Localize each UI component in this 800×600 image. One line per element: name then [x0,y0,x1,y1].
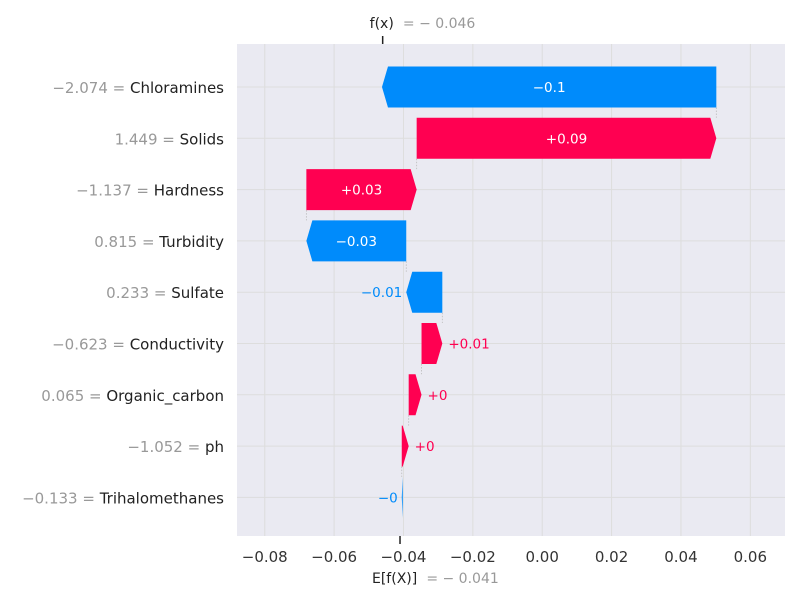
feature-label: −1.052 = ph [127,438,224,456]
feature-labels: −2.074 = Chloramines 1.449 = Solids −1.137… [22,79,224,507]
bar-value-label: −0 [378,490,398,506]
x-tick-label: −0.06 [311,548,357,566]
feature-name: Trihalomethanes [99,489,224,507]
feature-value: −1.052 = [127,438,205,456]
bar-value-label: −0.01 [361,285,402,301]
feature-value: −2.074 = [52,79,130,97]
ex-value: = − 0.041 [426,571,498,587]
feature-value: −0.133 = [22,489,100,507]
x-tick-label: 0.02 [595,548,628,566]
feature-label: −1.137 = Hardness [76,182,224,200]
bar-trihalomethanes [401,476,403,518]
x-tick-label: −0.08 [242,548,288,566]
feature-label: −2.074 = Chloramines [52,79,224,97]
feature-label: 0.065 = Organic_carbon [41,387,224,406]
feature-label: −0.133 = Trihalomethanes [22,489,224,507]
feature-name: Conductivity [130,336,224,354]
feature-name: Hardness [154,182,224,200]
feature-name: Turbidity [158,233,224,251]
x-axis-ticks: −0.08 −0.06 −0.04 −0.02 0.00 0.02 0.04 0.06 [242,548,767,566]
feature-name: ph [205,438,224,456]
bar-value-label: +0.09 [546,131,587,147]
bar-turbidity [306,220,407,262]
bar-chloramines [381,66,717,108]
feature-value: 0.065 = [41,387,106,405]
feature-value: −0.623 = [52,336,130,354]
fx-label: f(x) [370,16,394,32]
bar-value-label: +0.03 [341,183,382,199]
feature-label: 0.233 = Sulfate [106,284,224,302]
feature-name: Solids [180,130,225,148]
x-tick-label: −0.04 [380,548,426,566]
bar-ph [401,425,409,467]
bar-value-label: +0 [415,439,435,455]
bar-hardness [306,169,417,211]
bar-value-label: +0.01 [448,337,489,353]
fx-annotation: f(x) = − 0.046 [370,13,476,32]
feature-label: 1.449 = Solids [115,130,225,148]
x-tick-label: −0.02 [450,548,496,566]
bar-organic_carbon [408,374,422,416]
bar-solids [416,117,717,159]
bar-value-label: −0.1 [533,80,566,96]
x-tick-label: 0.00 [526,548,559,566]
feature-value: 0.233 = [106,284,171,302]
feature-name: Organic_carbon [106,387,224,406]
feature-value: −1.137 = [76,182,154,200]
fx-value: = − 0.046 [403,16,476,32]
bar-sulfate [406,271,443,313]
ex-label: E[f(X)] [372,571,417,587]
bar-value-label: +0 [428,388,448,404]
bar-conductivity [421,323,443,364]
feature-label: 0.815 = Turbidity [94,233,224,251]
bars: −0.1 +0.09 +0.03 −0.03 −0.01 +0.01 +0 +0 −0 [306,66,717,518]
x-tick-label: 0.06 [734,548,767,566]
bar-value-label: −0.03 [336,234,377,250]
feature-value: 0.815 = [94,233,159,251]
feature-name: Chloramines [130,79,224,97]
feature-value: 1.449 = [115,130,180,148]
feature-name: Sulfate [171,284,224,302]
ex-annotation: E[f(X)] = − 0.041 [372,568,499,587]
x-tick-label: 0.04 [664,548,697,566]
feature-label: −0.623 = Conductivity [52,336,224,354]
